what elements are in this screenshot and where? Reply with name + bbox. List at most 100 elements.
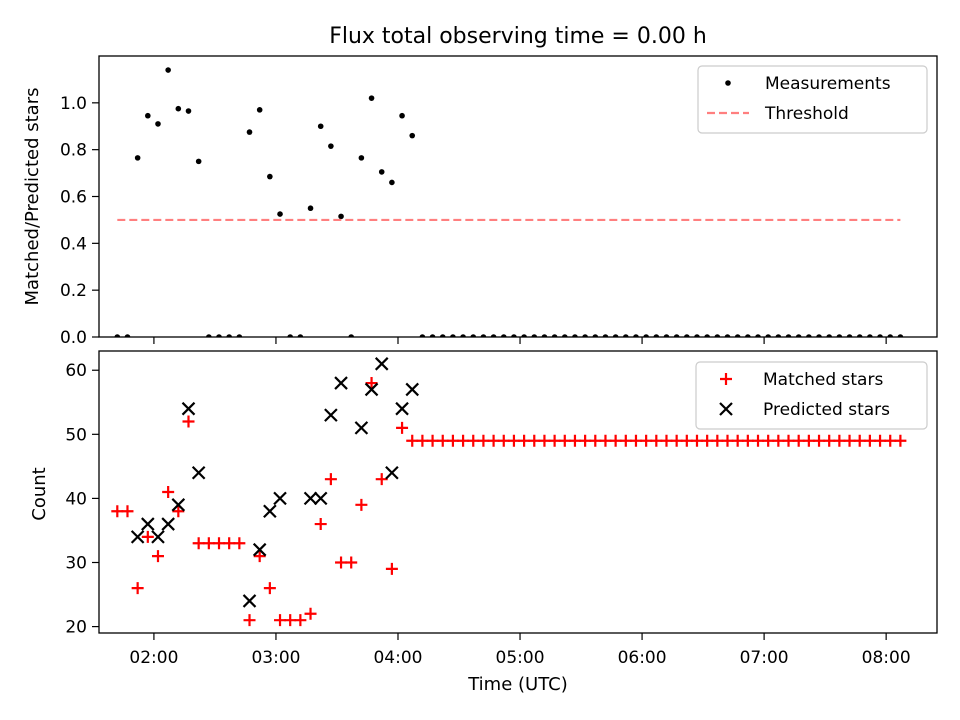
matched-star-point: [151, 550, 164, 563]
legend-measurement-swatch: [725, 80, 731, 86]
bottom-y-axis-label: Count: [29, 467, 50, 520]
x-tick-label: 05:00: [496, 648, 545, 668]
matched-star-point: [741, 434, 754, 447]
matched-star-point: [497, 434, 510, 447]
matched-star-point: [182, 415, 195, 428]
measurement-point: [816, 334, 822, 337]
predicted-star-point: [303, 491, 318, 506]
plot-area: [111, 357, 907, 627]
predicted-star-point: [405, 382, 420, 397]
measurement-point: [206, 334, 212, 337]
matched-star-point: [355, 498, 368, 511]
measurement-point: [653, 334, 660, 337]
measurement-point: [806, 334, 812, 337]
matched-star-point: [619, 434, 632, 447]
matched-star-point: [538, 434, 551, 447]
chart-title: Flux total observing time = 0.00 h: [329, 24, 707, 49]
matched-star-point: [884, 434, 897, 447]
measurement-point: [623, 334, 629, 337]
matched-star-point: [823, 434, 836, 447]
measurement-point: [378, 169, 385, 175]
matched-star-point: [416, 434, 429, 447]
measurement-point: [704, 334, 710, 337]
matched-star-point: [772, 434, 785, 447]
predicted-star-point: [151, 530, 165, 544]
matched-star-point: [274, 614, 287, 627]
measurement-point: [134, 155, 141, 161]
matched-star-point: [202, 537, 215, 550]
y-tick-label: 60: [65, 361, 87, 381]
measurement-point: [287, 334, 293, 337]
measurement-point: [195, 158, 202, 165]
measurement-point: [511, 334, 517, 337]
measurement-point: [317, 123, 324, 130]
matched-star-point: [894, 434, 907, 447]
matched-star-point: [711, 434, 724, 447]
x-tick-label: 03:00: [251, 648, 300, 668]
matched-star-point: [162, 486, 175, 498]
measurement-point: [226, 334, 232, 337]
measurement-point: [358, 155, 365, 161]
measurement-point: [765, 334, 771, 337]
y-tick-label: 0.4: [60, 234, 87, 254]
legend-label: Predicted stars: [763, 400, 890, 420]
measurement-point: [694, 334, 700, 337]
matched-star-point: [304, 607, 317, 620]
measurement-point: [724, 334, 731, 337]
measurement-point: [155, 121, 161, 127]
measurement-point: [216, 334, 222, 337]
matched-star-point: [558, 434, 571, 447]
matched-star-point: [477, 434, 490, 447]
matched-star-point: [314, 518, 327, 531]
matched-star-point: [385, 562, 398, 575]
legend-label: Measurements: [765, 74, 891, 94]
matched-star-point: [813, 434, 826, 447]
measurement-point: [256, 107, 263, 113]
y-tick-label: 0.0: [60, 328, 87, 348]
measurement-point: [897, 334, 904, 337]
matched-star-point: [599, 434, 612, 447]
matched-star-point: [568, 434, 581, 447]
matched-star-point: [660, 434, 673, 447]
predicted-star-point: [130, 530, 145, 544]
matched-star-point: [629, 434, 642, 447]
matched-star-point: [863, 434, 876, 447]
measurement-point: [429, 334, 436, 337]
measurement-point: [887, 334, 894, 337]
measurement-point: [185, 108, 192, 114]
measurement-point: [856, 334, 863, 337]
y-tick-label: 20: [65, 618, 87, 638]
legend-matched-swatch: [720, 373, 732, 385]
axes-frame: [98, 350, 938, 634]
x-tick-label: 07:00: [740, 648, 789, 668]
y-tick-label: 30: [65, 554, 87, 574]
matched-star-point: [548, 434, 561, 447]
legend-label: Threshold: [764, 104, 849, 124]
measurement-point: [582, 334, 588, 337]
measurement-point: [145, 112, 151, 119]
matched-star-point: [131, 582, 144, 595]
matched-star-point: [375, 473, 388, 486]
predicted-star-point: [171, 498, 186, 512]
measurement-point: [460, 334, 466, 337]
measurement-point: [826, 334, 832, 337]
legend-label: Matched stars: [763, 370, 883, 390]
predicted-star-point: [263, 504, 277, 519]
matched-star-point: [843, 434, 856, 447]
x-axis-label: Time (UTC): [467, 674, 568, 695]
count-panel: 20 30 40 50 60 02:00 03:00 04:00 05:00 06:00 07:00…: [65, 350, 938, 668]
predicted-star-point: [273, 491, 287, 506]
measurement-point: [439, 334, 446, 337]
measurement-point: [490, 334, 497, 337]
measurement-point: [297, 334, 304, 337]
y-tick-label: 40: [65, 489, 87, 509]
matched-star-point: [853, 434, 866, 447]
matched-star-point: [457, 434, 470, 447]
x-tick-label: 02:00: [129, 648, 178, 668]
predicted-star-point: [324, 408, 338, 422]
y-tick-label: 0.8: [60, 141, 87, 161]
predicted-star-point: [161, 517, 175, 531]
matched-star-point: [802, 434, 815, 447]
matched-star-point: [762, 434, 775, 447]
measurement-point: [124, 334, 131, 337]
